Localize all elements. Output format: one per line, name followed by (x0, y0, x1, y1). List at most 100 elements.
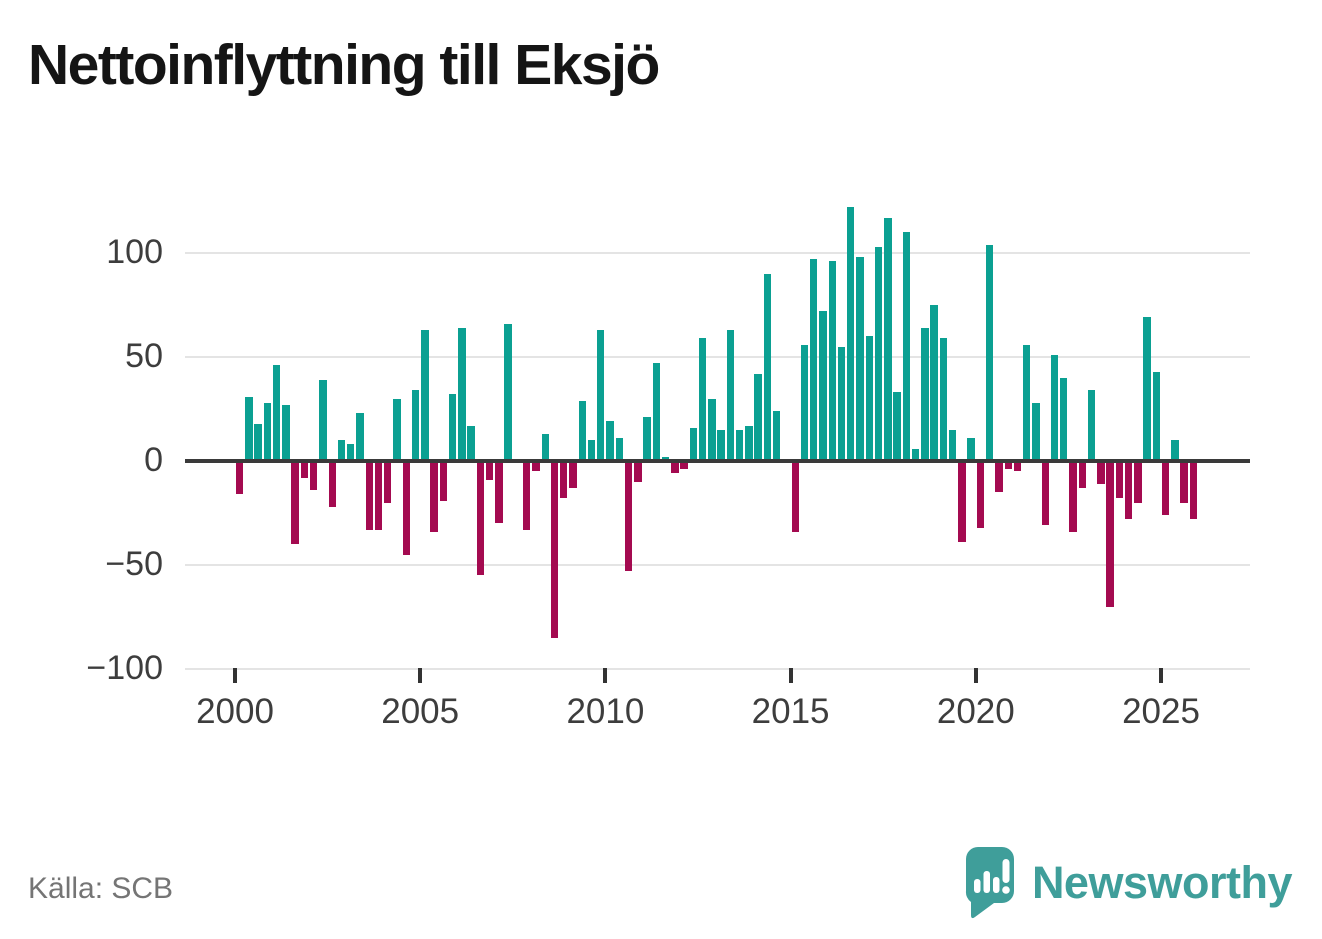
bar-2020-q4 (1004, 463, 1012, 470)
bar-2005-q1 (421, 329, 429, 461)
x-tick-mark-2020 (973, 668, 978, 683)
bar-2020-q1 (976, 463, 985, 528)
bar-2021-q1 (1013, 463, 1022, 472)
bar-2022-q2 (1060, 377, 1068, 461)
bar-2024-q4 (1152, 371, 1161, 461)
x-tick-mark-2010 (603, 668, 608, 683)
x-tick-mark-2005 (418, 668, 423, 683)
bar-2025-q1 (1161, 463, 1170, 516)
bar-2014-q1 (754, 373, 762, 461)
bar-2022-q4 (1078, 463, 1086, 489)
bar-2012-q1 (680, 463, 688, 470)
x-tick-mark-2025 (1159, 668, 1163, 683)
bar-2001-q2 (282, 404, 290, 461)
bar-2012-q3 (698, 338, 707, 461)
x-axis-label-2010: 2010 (566, 692, 645, 731)
bar-2000-q4 (263, 402, 272, 461)
bar-2008-q1 (532, 463, 540, 472)
bar-2002-q3 (328, 463, 336, 507)
bar-2006-q4 (485, 463, 494, 480)
bar-2013-q2 (726, 329, 735, 461)
y-axis-label--100: −100 (86, 649, 163, 687)
y-axis-label-100: 100 (106, 233, 163, 271)
bar-2022-q3 (1069, 463, 1077, 532)
bar-2021-q4 (1041, 463, 1049, 526)
bar-2019-q3 (958, 463, 966, 543)
bar-2008-q3 (550, 463, 559, 638)
bar-2006-q3 (476, 463, 485, 576)
bar-2018-q2 (911, 448, 920, 461)
bar-2001-q3 (291, 463, 299, 545)
bar-2010-q2 (615, 438, 623, 461)
bar-2000-q3 (254, 423, 262, 461)
bar-2004-q3 (402, 463, 410, 555)
gridline-y-50 (185, 356, 1250, 358)
bar-2016-q1 (828, 261, 836, 461)
bar-2020-q2 (985, 244, 994, 461)
bar-2009-q3 (587, 440, 596, 461)
newsworthy-wordmark: Newsworthy (1031, 857, 1293, 908)
bar-2012-q4 (708, 398, 716, 461)
bar-2021-q3 (1032, 402, 1040, 461)
bar-2011-q3 (661, 456, 670, 461)
bar-2023-q3 (1106, 463, 1114, 607)
bar-2009-q1 (569, 463, 577, 489)
bar-2017-q4 (893, 392, 901, 461)
bar-2003-q2 (356, 413, 364, 461)
bar-2023-q1 (1087, 390, 1096, 461)
y-axis-label--50: −50 (105, 545, 163, 583)
bar-2008-q2 (541, 433, 549, 461)
newsworthy-bubble-icon (965, 847, 1014, 919)
y-axis-label-0: 0 (144, 441, 163, 479)
bar-2005-q4 (448, 394, 457, 461)
bar-2008-q4 (560, 463, 568, 499)
gridline-y--50 (185, 564, 1250, 566)
bar-2007-q2 (504, 323, 512, 461)
bar-2003-q1 (347, 444, 355, 461)
bar-2011-q2 (652, 363, 661, 461)
x-tick-mark-2000 (233, 668, 237, 683)
chart-title: Nettoinflyttning till Eksjö (28, 33, 660, 97)
x-axis-label-2000: 2000 (196, 692, 274, 731)
bar-2011-q1 (643, 417, 651, 461)
gridline-y-100 (185, 252, 1250, 254)
bar-2005-q3 (439, 463, 448, 501)
bar-2017-q2 (874, 246, 883, 461)
bar-2016-q2 (837, 346, 846, 461)
bar-2003-q3 (365, 463, 373, 530)
bar-2006-q2 (467, 425, 475, 461)
bar-2007-q1 (495, 463, 503, 524)
bar-2002-q4 (337, 440, 346, 461)
bar-2010-q4 (634, 463, 642, 482)
bar-2021-q2 (1023, 344, 1031, 461)
bar-2001-q1 (272, 365, 281, 461)
bar-2004-q4 (411, 390, 420, 461)
x-axis-label-2015: 2015 (751, 692, 830, 731)
bar-2000-q2 (245, 396, 253, 461)
bar-2010-q1 (606, 421, 614, 461)
bar-2007-q4 (522, 463, 531, 530)
bar-2013-q3 (735, 429, 744, 461)
bar-2005-q2 (430, 463, 438, 532)
bar-2016-q4 (856, 257, 864, 461)
bar-2025-q2 (1171, 440, 1179, 461)
x-axis-label-2020: 2020 (936, 692, 1015, 731)
bar-2003-q4 (374, 463, 383, 530)
bar-2015-q4 (819, 311, 827, 461)
bar-2001-q4 (300, 463, 309, 478)
bar-2025-q3 (1180, 463, 1188, 503)
bar-2015-q1 (791, 463, 799, 532)
bar-2002-q1 (310, 463, 318, 491)
bar-2018-q4 (930, 305, 938, 461)
bar-2019-q1 (939, 338, 948, 461)
newsworthy-logo: Newsworthy (964, 843, 1293, 923)
bar-2017-q3 (884, 217, 892, 461)
bar-2011-q4 (671, 463, 679, 474)
x-axis-label-2025: 2025 (1122, 692, 1200, 731)
bar-2017-q1 (865, 336, 873, 461)
x-tick-mark-2015 (788, 668, 793, 683)
bar-2022-q1 (1050, 354, 1059, 461)
bar-2012-q2 (689, 427, 698, 461)
bar-2020-q3 (995, 463, 1003, 493)
